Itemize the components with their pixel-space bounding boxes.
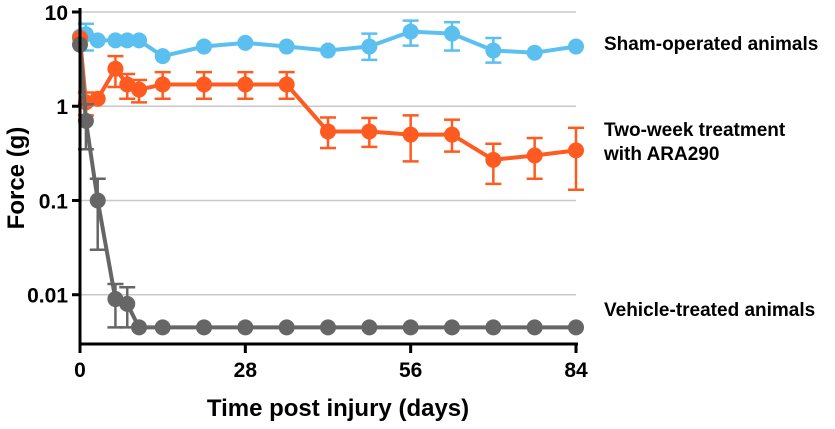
data-point xyxy=(526,319,543,336)
legend: Sham-operated animals Two-week treatment w… xyxy=(603,34,818,321)
data-point xyxy=(107,32,124,49)
data-point xyxy=(119,295,136,312)
data-point xyxy=(89,192,106,209)
data-point xyxy=(278,76,295,93)
y-axis-title: Force (g) xyxy=(3,127,30,230)
data-point xyxy=(526,147,543,164)
data-point xyxy=(196,38,212,55)
y-tick-label: 0.01 xyxy=(27,285,68,308)
y-tick-label: 1 xyxy=(56,96,68,119)
data-point xyxy=(485,42,502,59)
data-point xyxy=(361,38,378,55)
data-point xyxy=(196,319,212,336)
y-tick-label: 0.1 xyxy=(39,190,69,213)
data-point xyxy=(237,76,254,93)
data-point xyxy=(568,319,584,336)
axes xyxy=(78,8,578,346)
x-tick-label: 84 xyxy=(564,359,588,382)
data-point xyxy=(402,319,419,336)
data-point xyxy=(278,38,295,55)
data-point xyxy=(154,48,171,65)
data-point xyxy=(154,319,171,336)
data-point xyxy=(485,151,502,168)
x-tick-label: 28 xyxy=(234,359,258,382)
legend-entry-0: Sham-operated animals xyxy=(604,34,818,55)
series-0 xyxy=(72,19,584,65)
series-2 xyxy=(72,36,584,336)
data-point xyxy=(361,319,378,336)
legend-entry-line: with ARA290 xyxy=(603,144,719,165)
data-point xyxy=(320,319,336,336)
x-axis-title: Time post injury (days) xyxy=(207,395,469,422)
data-point xyxy=(444,25,460,42)
data-point xyxy=(89,90,106,107)
data-point xyxy=(131,81,148,98)
data-point xyxy=(568,142,584,159)
data-point xyxy=(444,319,460,336)
legend-entry-2: Vehicle-treated animals xyxy=(604,300,815,321)
data-point xyxy=(320,42,336,59)
data-point xyxy=(402,126,419,143)
data-point xyxy=(107,60,124,77)
data-point xyxy=(237,34,254,51)
data-point xyxy=(131,319,148,336)
data-point xyxy=(361,123,378,140)
data-point xyxy=(119,32,136,49)
data-point xyxy=(131,32,148,49)
x-tick-label: 56 xyxy=(399,359,422,382)
data-point xyxy=(320,123,336,140)
data-point xyxy=(77,112,94,129)
series-group xyxy=(72,19,584,336)
data-point xyxy=(444,126,460,143)
data-point xyxy=(402,23,419,40)
data-point xyxy=(278,319,295,336)
data-point xyxy=(485,319,502,336)
legend-entry-line: Two-week treatment xyxy=(604,120,786,141)
legend-entry-1: Two-week treatment with ARA290 xyxy=(603,120,786,165)
data-point xyxy=(568,38,584,55)
data-point xyxy=(196,76,212,93)
data-point xyxy=(154,76,171,93)
gridlines xyxy=(80,11,576,296)
x-tick-label: 0 xyxy=(74,359,86,382)
data-point xyxy=(526,44,543,61)
y-tick-label: 10 xyxy=(45,2,68,25)
ticks: 10 1 0.1 0.01 0 28 56 84 xyxy=(27,2,588,382)
data-point xyxy=(89,32,106,49)
data-point xyxy=(237,319,254,336)
